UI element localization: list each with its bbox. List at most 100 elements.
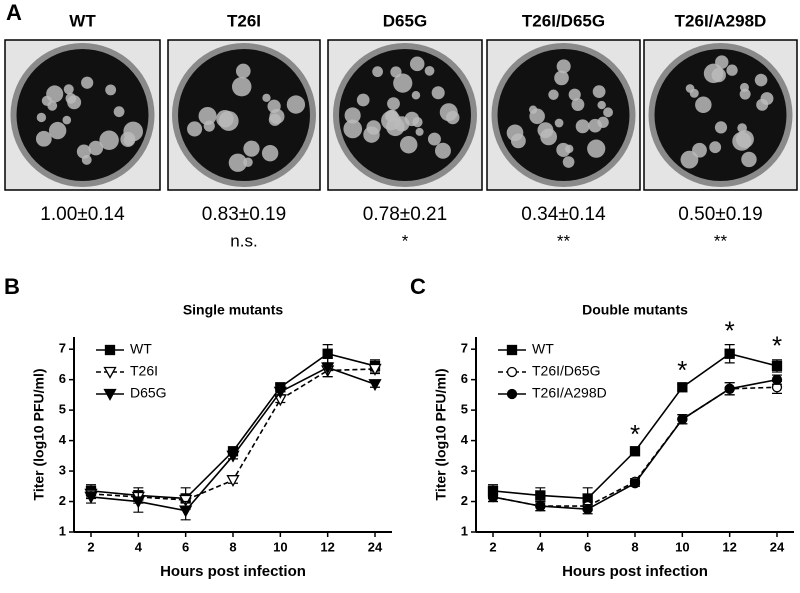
data-point [771,374,783,385]
plaque [81,154,92,165]
panel-label: B [4,274,20,299]
plaque [575,119,590,134]
plaque [393,73,413,93]
plaque [399,135,418,154]
data-point [322,348,333,359]
data-point [368,379,382,392]
plate-label: T26I/A298D [675,11,767,30]
plaque [529,108,545,125]
plaque [411,91,421,100]
x-tick-label: 8 [631,539,638,554]
plaque [739,88,751,100]
plaque [88,140,104,156]
plaque [390,66,402,78]
plaque [695,96,712,114]
y-tick-label: 6 [59,371,66,386]
plate-significance: n.s. [230,231,257,250]
plate-significance: * [402,231,409,250]
panel-label: C [410,274,426,299]
plaque [439,103,458,122]
y-tick-label: 6 [461,371,468,386]
data-point [226,475,240,488]
plaque [741,151,757,168]
plaque [243,140,260,157]
x-tick-label: 4 [537,539,545,554]
x-tick-label: 10 [675,539,689,554]
legend-marker [103,388,117,401]
y-tick-label: 7 [461,341,468,356]
legend-label: WT [532,341,554,357]
plaque [262,93,271,102]
plaque [198,106,217,126]
plaque [412,117,423,128]
plaque [565,144,574,154]
plaque [424,65,435,76]
chart-title: Single mutants [183,302,284,318]
plaque [35,130,52,147]
plaque [711,67,726,83]
plaque [343,119,363,139]
x-tick-label: 24 [368,539,383,554]
plaque [680,150,699,169]
x-tick-label: 10 [273,539,287,554]
x-tick-label: 6 [584,539,591,554]
data-point [771,360,783,372]
annotation: * [772,331,782,361]
plate-label: WT [69,11,96,30]
plaque [269,108,285,124]
plaque [756,98,769,111]
legend-label: WT [130,341,152,357]
plaque [203,120,215,132]
plaque [715,55,729,69]
plaque [286,95,306,114]
data-point [487,491,499,503]
y-axis-label: Titer (log10 PFU/ml) [433,369,449,501]
legend-marker [104,344,116,356]
plaque [714,121,728,134]
plaque [587,139,606,158]
plaque [685,84,695,93]
data-point [179,505,193,518]
plaque [431,86,445,100]
data-point [535,500,546,512]
plaque [427,132,441,146]
y-tick-label: 4 [461,432,469,447]
plate-ratio: 1.00±0.14 [40,204,125,225]
legend-marker [103,366,117,379]
x-axis-label: Hours post infection [562,563,708,580]
chart-title: Double mutants [582,302,688,318]
plaque [571,98,585,111]
plaque [554,70,569,86]
legend-label: T26I/A298D [532,385,607,401]
plaque [62,115,72,125]
data-point [368,363,382,376]
data-point [724,383,735,394]
plaque [187,121,203,137]
plaque [510,133,526,149]
plaque [754,73,768,87]
y-tick-label: 5 [461,402,468,417]
panel-label: A [6,0,22,25]
plaque [548,89,559,100]
data-point [629,446,641,457]
x-tick-label: 6 [182,539,189,554]
data-point [535,490,546,501]
data-point [226,450,240,463]
plaque [568,88,581,101]
plaque [562,156,575,168]
legend-label: T26I/D65G [532,363,600,379]
x-axis-label: Hours post infection [160,563,306,580]
plate-well [16,49,149,181]
legend-marker [506,388,518,400]
plate-significance: ** [557,231,571,250]
plate-label: T26I/D65G [522,11,605,30]
plate-ratio: 0.50±0.19 [678,204,762,225]
plaque [709,141,722,154]
plate-significance: ** [714,231,728,250]
plaque [554,118,564,128]
x-tick-label: 2 [489,539,496,554]
plaque [99,130,119,150]
x-tick-label: 12 [320,539,334,554]
y-tick-label: 5 [59,402,66,417]
